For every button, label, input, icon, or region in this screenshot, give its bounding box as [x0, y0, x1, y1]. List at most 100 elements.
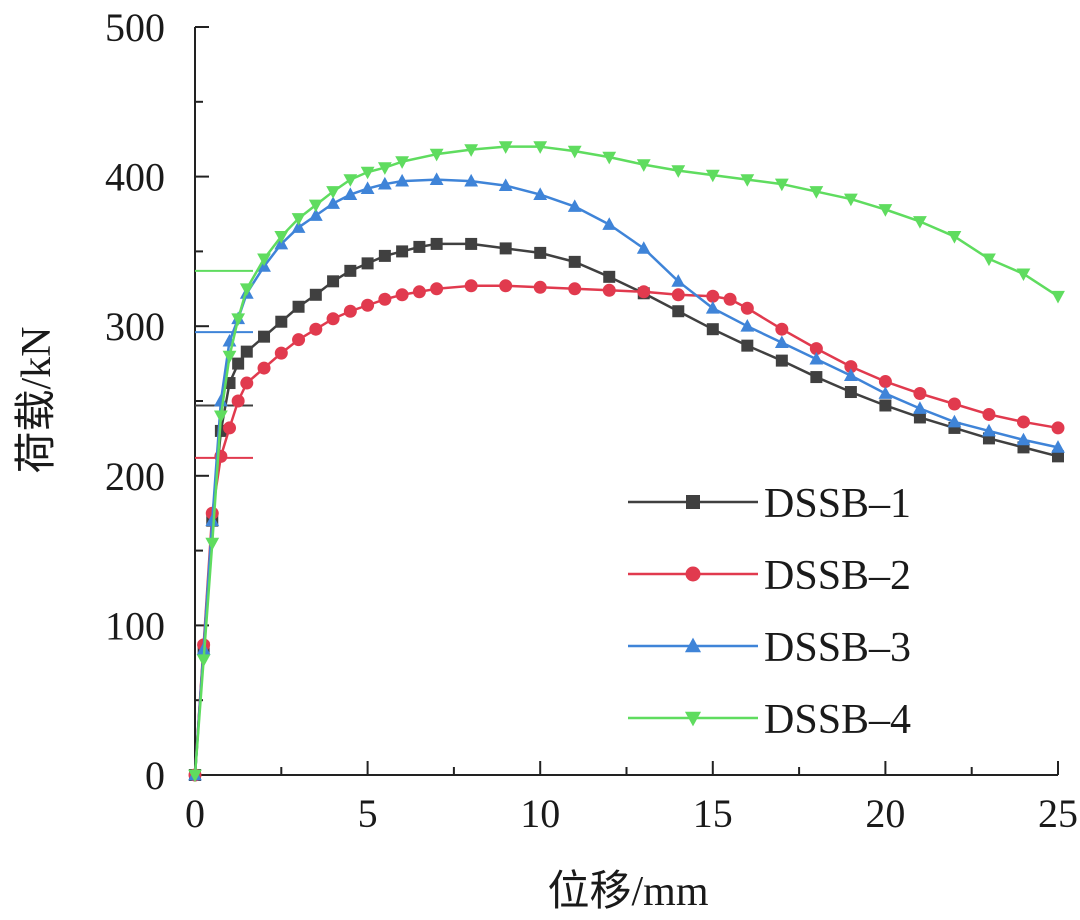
data-point	[947, 414, 962, 428]
data-point	[844, 360, 858, 374]
data-point	[327, 275, 340, 288]
data-point	[343, 304, 357, 318]
data-point	[843, 193, 858, 207]
data-point	[222, 350, 237, 364]
data-point	[498, 141, 513, 154]
y-tick-label: 0	[145, 753, 165, 798]
data-point	[326, 312, 340, 326]
data-point	[671, 274, 686, 287]
data-point	[258, 330, 271, 343]
data-point	[429, 172, 444, 185]
data-point	[913, 401, 927, 414]
data-point	[672, 305, 685, 318]
data-point	[308, 208, 323, 221]
legend-swatch-marker	[685, 566, 701, 582]
series-line	[193, 284, 1059, 776]
data-point	[361, 257, 374, 270]
data-point	[706, 289, 720, 303]
data-point	[602, 283, 616, 297]
y-tick-label: 200	[105, 454, 165, 499]
data-point	[568, 255, 581, 268]
data-point	[636, 241, 651, 254]
data-point	[326, 186, 340, 199]
data-point	[843, 368, 858, 381]
data-point	[213, 393, 228, 407]
data-point	[740, 301, 754, 315]
data-point	[205, 513, 220, 527]
data-point	[231, 394, 245, 408]
data-point	[499, 242, 512, 255]
data-point	[879, 399, 892, 412]
data-point	[809, 342, 823, 356]
x-tick-label: 5	[358, 791, 378, 836]
legend: DSSB–1 DSSB–2 DSSB–3 DSSB–4	[628, 481, 911, 743]
data-point	[292, 300, 305, 313]
data-point	[603, 270, 616, 283]
data-point	[602, 217, 617, 230]
data-point	[360, 181, 375, 194]
data-point	[275, 315, 288, 328]
data-point	[740, 319, 755, 332]
data-point	[309, 322, 323, 336]
data-point	[1052, 450, 1064, 463]
data-point	[188, 769, 202, 783]
data-point	[343, 174, 358, 187]
data-point	[499, 279, 513, 293]
legend-item: DSSB–3	[628, 625, 911, 671]
series-3	[188, 172, 1065, 781]
data-point	[567, 199, 582, 212]
data-point	[257, 253, 271, 267]
axes: 0 5 10 15 20 25 0 100 200 300 400 500	[105, 5, 1078, 836]
data-point	[947, 397, 961, 411]
data-point	[240, 345, 253, 358]
data-point	[308, 199, 323, 213]
data-point	[602, 151, 617, 165]
data-point	[913, 387, 927, 401]
data-point	[533, 141, 548, 154]
data-point	[196, 654, 211, 668]
data-point	[395, 288, 409, 302]
data-point	[232, 357, 245, 370]
data-point	[291, 220, 306, 233]
data-point	[239, 283, 254, 296]
data-point	[878, 375, 892, 389]
y-tick-label: 500	[105, 5, 165, 50]
data-point	[1016, 268, 1031, 282]
data-point	[706, 323, 719, 336]
legend-label: DSSB–1	[764, 481, 911, 527]
x-tick-label: 15	[693, 791, 733, 836]
data-point	[637, 285, 651, 299]
data-point	[671, 288, 685, 302]
y-tick-label: 400	[105, 155, 165, 200]
data-point	[429, 148, 444, 162]
data-point	[292, 333, 306, 347]
data-point	[464, 279, 478, 293]
data-point	[412, 285, 426, 299]
data-point	[810, 371, 823, 384]
x-tick-label: 10	[520, 791, 560, 836]
data-point	[913, 411, 926, 424]
data-point	[809, 186, 824, 199]
data-point	[982, 407, 996, 421]
data-point	[213, 410, 228, 424]
data-point	[309, 288, 322, 301]
data-point	[982, 253, 996, 267]
data-point	[775, 322, 789, 336]
data-point	[947, 231, 962, 244]
x-axis-label: 位移/mm	[547, 868, 708, 915]
data-point	[534, 246, 547, 259]
data-point	[568, 282, 582, 296]
data-point	[723, 292, 737, 306]
data-point	[774, 335, 789, 349]
legend-swatch-marker	[684, 711, 702, 727]
data-point	[740, 174, 755, 187]
data-point	[274, 346, 288, 360]
y-tick-label: 300	[105, 304, 165, 349]
data-point	[257, 361, 271, 375]
data-point	[533, 280, 547, 294]
legend-swatch-marker	[684, 637, 702, 653]
x-tick-label: 25	[1038, 791, 1078, 836]
data-point	[844, 386, 857, 399]
series-line	[193, 178, 1059, 776]
